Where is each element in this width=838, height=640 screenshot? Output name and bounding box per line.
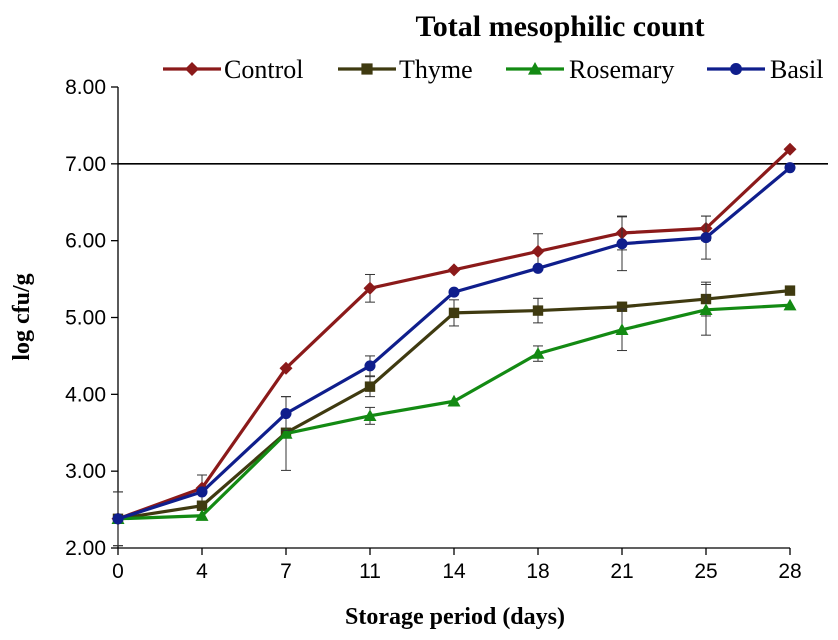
legend-label: Basil bbox=[770, 55, 823, 84]
data-point-thyme bbox=[196, 500, 208, 511]
data-point-basil bbox=[784, 162, 796, 174]
x-tick-label: 28 bbox=[778, 560, 801, 583]
series-basil bbox=[112, 162, 796, 547]
x-tick-label: 18 bbox=[526, 560, 549, 583]
x-tick-label: 4 bbox=[196, 560, 208, 583]
data-point-control bbox=[279, 361, 293, 375]
y-axis-title: log cfu/g bbox=[9, 273, 35, 360]
data-point-rosemary bbox=[615, 323, 629, 335]
legend-marker-rosemary bbox=[528, 62, 542, 75]
series-rosemary bbox=[111, 283, 797, 525]
x-tick-label: 21 bbox=[610, 560, 633, 583]
chart-title: Total mesophilic count bbox=[416, 10, 705, 43]
legend-marker-basil bbox=[730, 63, 742, 75]
y-tick-label: 7.00 bbox=[65, 153, 106, 176]
data-point-rosemary bbox=[699, 303, 713, 316]
x-tick-label: 25 bbox=[694, 560, 717, 583]
y-tick-label: 8.00 bbox=[65, 76, 106, 99]
data-point-basil bbox=[448, 286, 460, 298]
x-tick-label: 0 bbox=[112, 560, 124, 583]
legend-item-control: Control bbox=[163, 55, 303, 84]
data-point-basil bbox=[616, 238, 628, 250]
data-point-basil bbox=[700, 232, 712, 244]
legend: Control Thyme Rosemary Basil bbox=[163, 55, 823, 84]
data-point-basil bbox=[364, 360, 376, 372]
plot-area: 2.00 3.00 4.00 5.00 6.00 7.00 8.00 0 4 7 11 14 18 21 2… bbox=[65, 76, 828, 583]
y-tick-label: 6.00 bbox=[65, 230, 106, 253]
data-point-control bbox=[447, 263, 461, 277]
legend-item-rosemary: Rosemary bbox=[506, 55, 674, 84]
data-point-rosemary bbox=[195, 509, 209, 521]
y-tick-label: 4.00 bbox=[65, 383, 106, 406]
data-point-thyme bbox=[532, 305, 544, 316]
x-tick-label: 7 bbox=[280, 560, 292, 583]
data-point-rosemary bbox=[531, 347, 545, 359]
legend-item-thyme: Thyme bbox=[338, 55, 473, 84]
data-point-thyme bbox=[448, 307, 460, 319]
data-point-rosemary bbox=[279, 427, 293, 439]
legend-marker-thyme bbox=[361, 63, 373, 75]
data-point-basil bbox=[112, 513, 124, 525]
y-tick-label: 2.00 bbox=[65, 537, 106, 560]
data-point-thyme bbox=[616, 301, 628, 312]
data-point-control bbox=[783, 142, 797, 156]
data-point-rosemary bbox=[363, 409, 377, 422]
legend-label: Thyme bbox=[399, 55, 473, 84]
data-point-basil bbox=[280, 408, 292, 420]
data-point-basil bbox=[196, 486, 208, 498]
data-point-thyme bbox=[364, 381, 376, 392]
x-axis-title: Storage period (days) bbox=[345, 604, 565, 630]
data-point-thyme bbox=[784, 285, 796, 296]
data-point-control bbox=[363, 281, 377, 295]
legend-item-basil: Basil bbox=[707, 55, 823, 84]
y-tick-label: 3.00 bbox=[65, 460, 106, 483]
legend-marker-control bbox=[185, 62, 199, 76]
data-point-rosemary bbox=[783, 298, 797, 311]
y-tick-label: 5.00 bbox=[65, 307, 106, 330]
x-tick-label: 11 bbox=[359, 560, 381, 583]
legend-label: Control bbox=[224, 55, 303, 84]
data-point-basil bbox=[532, 262, 544, 274]
data-point-rosemary bbox=[447, 394, 461, 407]
data-point-control bbox=[531, 244, 545, 258]
x-tick-label: 14 bbox=[442, 560, 466, 583]
legend-label: Rosemary bbox=[569, 55, 674, 84]
